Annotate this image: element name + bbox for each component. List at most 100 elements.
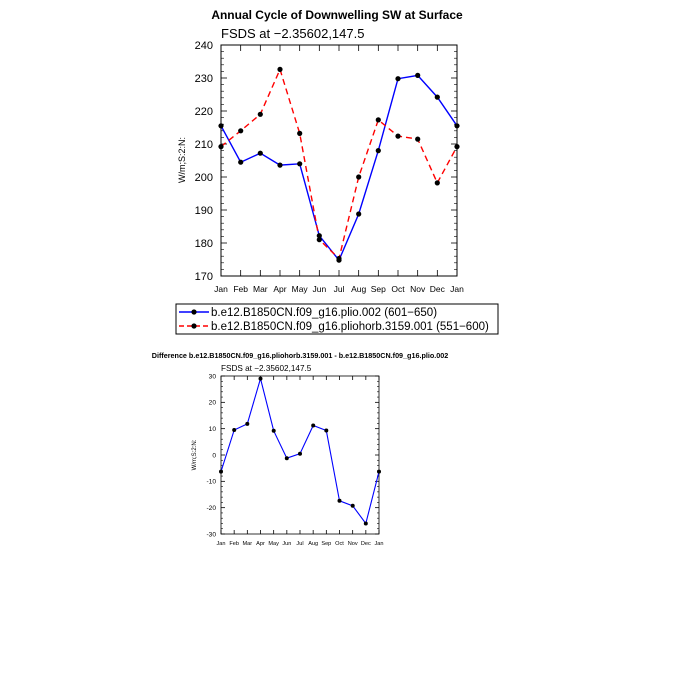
data-point [415,136,421,142]
x-tick-label: May [268,541,279,547]
x-tick-label: Mar [253,284,268,294]
y-tick-label: 190 [195,205,213,217]
data-point [454,144,460,150]
x-tick-label: Jul [296,541,303,547]
legend-marker [191,309,197,315]
x-tick-label: Sep [371,284,386,294]
data-point [395,133,401,139]
chart-subtitle: FSDS at −2.35602,147.5 [221,364,312,373]
y-axis-label: W/m;S:2:N: [192,439,198,470]
data-point [238,128,244,134]
data-point [324,428,329,433]
data-point [277,66,283,72]
y-tick-label: -20 [206,505,216,512]
data-point [415,72,421,78]
legend-marker [191,323,197,329]
data-point [395,76,401,82]
y-tick-label: 0 [212,452,216,459]
x-tick-label: Nov [410,284,426,294]
x-tick-label: Mar [243,541,253,547]
y-axis-label: W/m;S:2:N: [177,137,187,183]
x-tick-label: Jan [450,284,464,294]
x-tick-label: Dec [361,541,371,547]
data-point [316,237,322,243]
data-point [356,211,362,217]
chart-legend: b.e12.B1850CN.f09_g16.plio.002 (601−650)… [175,303,499,335]
y-tick-label: -10 [206,479,216,486]
data-point [375,117,381,123]
data-point [297,130,303,136]
data-point [377,469,381,474]
x-tick-label: Jan [216,541,225,547]
data-point [218,123,224,129]
data-point [257,111,263,117]
x-tick-label: Jan [214,284,228,294]
x-tick-label: Feb [233,284,248,294]
data-point [434,94,440,100]
y-tick-label: 10 [209,426,217,433]
data-point [238,159,244,165]
series-line-0 [220,376,380,525]
legend-label: b.e12.B1850CN.f09_g16.plio.002 (601−650) [211,307,437,319]
data-point [375,148,381,154]
data-point [232,428,237,432]
x-tick-label: Aug [351,284,366,294]
y-tick-label: 230 [195,73,213,85]
data-point [245,421,250,426]
y-tick-label: 30 [209,373,217,380]
data-point [350,503,355,508]
legend-entry-pliohorb: b.e12.B1850CN.f09_g16.pliohorb.3159.001 … [179,321,489,333]
y-tick-label: -30 [206,531,216,538]
axis-ticks: Jan Feb Mar Apr May Jun Jul Aug Sep Oct Nov Dec Jan-… [206,373,383,547]
annual-cycle-chart: Annual Cycle of Downwelling SW at Surfac… [177,8,464,294]
data-point [298,451,302,456]
series-lines [220,67,458,262]
legend-box [175,303,499,335]
x-tick-label: Jul [334,284,345,294]
x-tick-label: Aug [308,541,318,547]
series-line-0 [220,74,458,262]
data-point [434,180,440,186]
data-point [284,456,289,461]
x-tick-label: Jun [282,541,291,547]
x-tick-label: Dec [430,284,446,294]
y-tick-label: 20 [209,400,217,407]
data-point [454,123,460,129]
x-tick-label: Nov [348,541,358,547]
data-point [337,498,342,503]
series-points [219,376,381,526]
data-point [271,428,276,433]
x-tick-label: Jan [374,541,383,547]
x-tick-label: May [292,284,309,294]
data-point [356,174,362,180]
data-point [219,469,223,474]
difference-chart: Difference b.e12.B1850CN.f09_g16.pliohor… [152,351,448,547]
x-tick-label: Oct [391,284,405,294]
legend-entry-plio: b.e12.B1850CN.f09_g16.plio.002 (601−650) [179,307,437,319]
data-point [297,161,303,167]
data-point [277,162,283,168]
x-tick-label: Apr [256,541,265,547]
x-tick-label: Jun [312,284,326,294]
y-tick-label: 210 [195,139,213,151]
data-point [218,144,224,150]
data-point [336,255,342,262]
y-tick-label: 180 [195,238,213,250]
x-tick-label: Apr [273,284,286,294]
chart-subtitle: FSDS at −2.35602,147.5 [221,26,364,41]
data-point [258,376,263,381]
y-tick-label: 240 [195,40,213,52]
y-tick-label: 170 [195,271,213,283]
y-tick-label: 220 [195,106,213,118]
axis-ticks: Jan Feb Mar Apr May Jun Jul Aug Sep Oct Nov Dec Jan1… [195,40,464,294]
data-point [316,233,322,239]
x-tick-label: Oct [335,541,344,547]
data-point [257,150,263,156]
series-line-1 [220,67,458,260]
data-point [363,521,368,526]
y-tick-label: 200 [195,172,213,184]
x-tick-label: Feb [229,541,239,547]
series-lines [220,376,380,525]
series-points [218,66,460,263]
